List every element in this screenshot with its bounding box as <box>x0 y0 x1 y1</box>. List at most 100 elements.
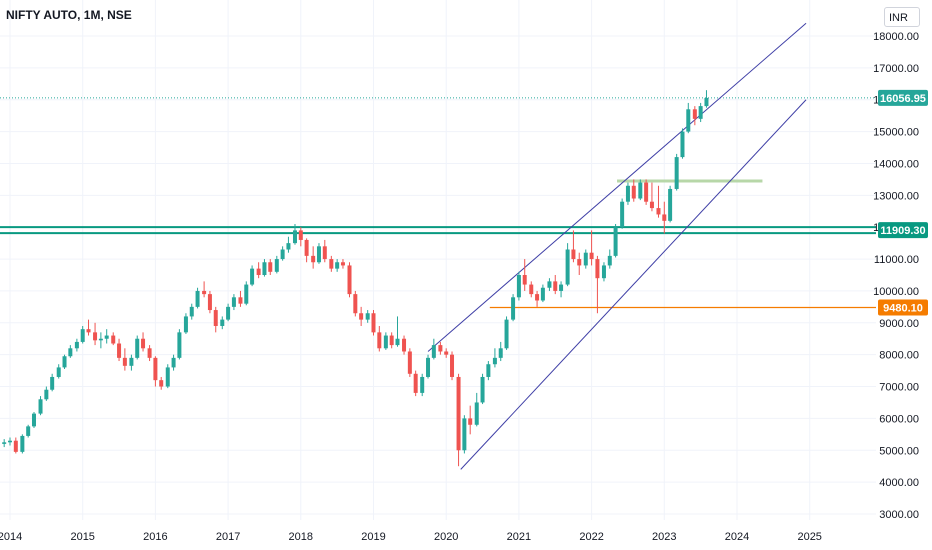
candle-body <box>20 435 25 452</box>
candle-body <box>638 182 643 199</box>
candle-body <box>311 255 316 263</box>
resistance-price-box <box>878 222 928 239</box>
candle-body <box>231 297 236 307</box>
candle-body <box>535 294 540 301</box>
candle-body <box>620 201 625 228</box>
x-tick-label: 2023 <box>652 531 676 543</box>
x-tick-label: 2018 <box>289 531 313 543</box>
candle-body <box>171 357 176 368</box>
candle-body <box>141 338 146 349</box>
candle-body <box>80 329 85 342</box>
candle-body <box>371 313 376 333</box>
candle-body <box>511 297 516 320</box>
candle-body <box>413 373 418 393</box>
candle-body <box>268 262 273 272</box>
candle-body <box>104 335 109 339</box>
y-tick-label: 18000.00 <box>873 31 919 43</box>
x-tick-label: 2020 <box>434 531 458 543</box>
candle-body <box>250 268 255 285</box>
candle-body <box>480 376 485 403</box>
currency-selector[interactable]: INR <box>884 7 920 27</box>
last-price-label: 16056.95 <box>880 93 926 105</box>
candle-body <box>280 249 285 260</box>
candle-body <box>571 249 576 260</box>
y-tick-label: 6000.00 <box>879 413 919 425</box>
candle-body <box>68 348 73 357</box>
y-tick-label: 7000.00 <box>879 382 919 394</box>
candle-body <box>93 332 98 341</box>
candle-body <box>13 440 18 452</box>
candle-body <box>50 376 55 390</box>
candle-body <box>522 275 527 285</box>
candle-body <box>492 357 497 365</box>
candle-body <box>529 284 534 295</box>
x-tick-label: 2025 <box>797 531 821 543</box>
candle-body <box>286 243 291 250</box>
candle-body <box>153 357 158 381</box>
candle-body <box>207 294 212 311</box>
candle-body <box>274 259 279 272</box>
channel-upper-line <box>427 22 807 352</box>
candle-body <box>220 319 225 326</box>
candle-body <box>226 306 231 320</box>
candle-body <box>577 259 582 266</box>
candle-body <box>516 275 521 298</box>
candle-body <box>559 284 564 291</box>
candle-body <box>468 418 473 425</box>
x-tick-label: 2022 <box>579 531 603 543</box>
y-tick-label: 9000.00 <box>879 318 919 330</box>
candle-body <box>335 262 340 269</box>
y-tick-label: 15000.00 <box>873 127 919 139</box>
y-tick-label: 13000.00 <box>873 190 919 202</box>
candle-body <box>583 252 588 266</box>
candle-body <box>438 345 443 352</box>
x-tick-label: 2015 <box>70 531 94 543</box>
candle-body <box>111 335 116 344</box>
candle-body <box>195 290 200 307</box>
candle-body <box>644 182 649 202</box>
support-price-box <box>878 299 928 316</box>
candle-body <box>553 281 558 291</box>
candle-body <box>462 418 467 451</box>
support-price-label: 9480.10 <box>883 303 923 315</box>
candle-body <box>256 268 261 275</box>
candle-body <box>498 348 503 358</box>
candle-body <box>122 357 127 366</box>
candle-body <box>389 335 394 346</box>
y-tick-label: 3000.00 <box>879 509 919 521</box>
candle-body <box>165 367 170 387</box>
candle-body <box>2 442 7 444</box>
candle-body <box>613 227 618 256</box>
candle-body <box>292 230 297 244</box>
candle-body <box>238 297 243 304</box>
candle-body <box>8 440 12 443</box>
candle-body <box>595 259 600 279</box>
candle-body <box>189 306 194 317</box>
candle-body <box>44 389 49 400</box>
candle-body <box>456 376 461 451</box>
candle-body <box>662 214 667 221</box>
candle-body <box>377 332 382 349</box>
candle-body <box>698 106 703 119</box>
x-tick-label: 2019 <box>361 531 385 543</box>
candle-body <box>262 262 267 275</box>
symbol-title: NIFTY AUTO, 1M, NSE <box>6 8 132 22</box>
candle-body <box>26 426 31 436</box>
candle-body <box>359 313 364 320</box>
candle-body <box>383 335 388 349</box>
candle-body <box>607 255 612 266</box>
candle-body <box>177 332 182 358</box>
candle-body <box>395 338 400 346</box>
candle-body <box>668 188 673 221</box>
candle-body <box>601 265 606 279</box>
candle-body <box>183 316 188 333</box>
candle-body <box>686 109 691 132</box>
candle-body <box>244 284 249 304</box>
candle-body <box>62 356 67 368</box>
candle-body <box>353 294 358 314</box>
candle-body <box>213 310 218 326</box>
candle-body <box>329 259 334 269</box>
candle-body <box>504 319 509 349</box>
